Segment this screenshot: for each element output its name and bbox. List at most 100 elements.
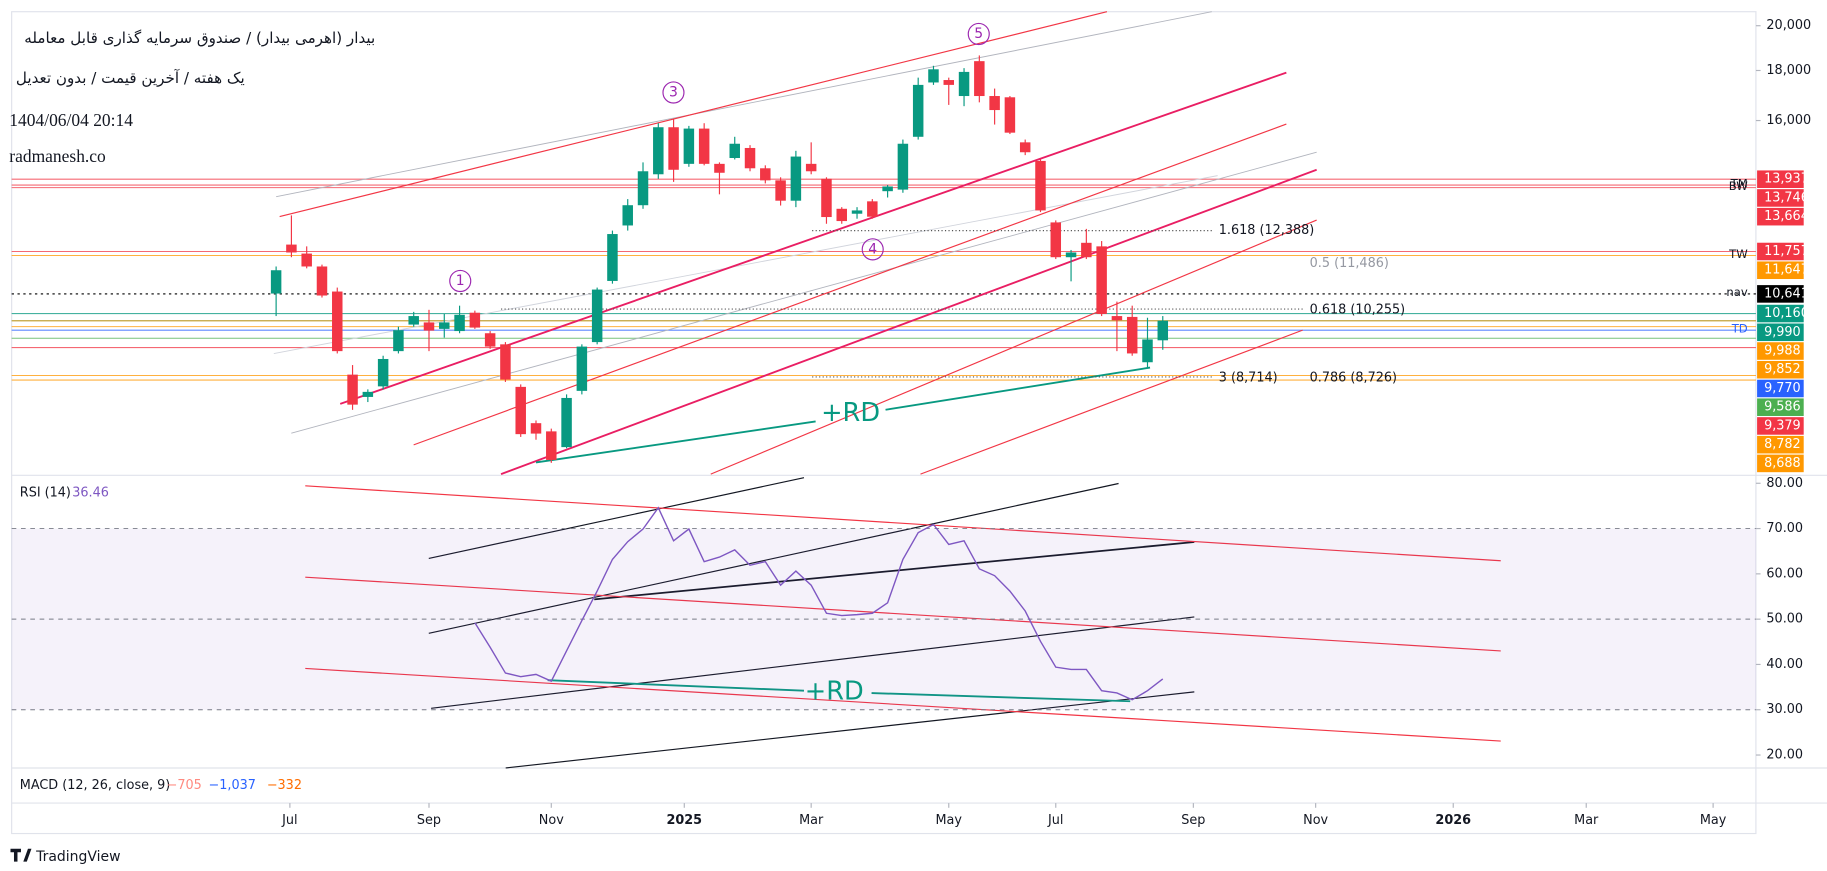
rsi-title: RSI (14) (20, 485, 71, 500)
annotation: +RD (821, 398, 880, 428)
price-label: 9,379 (1764, 418, 1801, 433)
level-name: TD (1731, 321, 1748, 335)
rsi-channel-lines (305, 477, 1501, 769)
price-label-bg (1757, 242, 1804, 261)
price-label-bg (1757, 207, 1804, 226)
rsi-panel: 20.00 30.00 40.00 50.00 60.00 70.00 80.00 +RD (11, 476, 1803, 763)
price-label: 11,757 (1764, 244, 1809, 259)
candle-body (668, 127, 679, 170)
candle-body (347, 374, 358, 405)
level-name: BW (1729, 179, 1749, 193)
candle-body (775, 180, 786, 201)
level-name: TM (1730, 176, 1748, 190)
candle-body (591, 289, 603, 343)
x-tick-label: 2025 (666, 813, 702, 828)
candle-body (484, 333, 496, 347)
candle-body (867, 201, 878, 217)
candle-body (1096, 246, 1107, 314)
x-tick-label: Mar (1574, 813, 1599, 828)
candle-body (393, 330, 404, 352)
y-tick-label: 20.00 (1766, 748, 1803, 763)
candle-body (1050, 222, 1062, 258)
levels: 13,937 13,746 TM 13,664 BW 11,757 11,647 TW 10,6… (11, 170, 1809, 473)
price-label: 13,664 (1764, 209, 1809, 224)
source: radmanesh.co (9, 146, 106, 166)
price-label-bg (1757, 398, 1804, 416)
x-tick-label: Jul (1047, 813, 1063, 828)
candle-body (836, 208, 847, 222)
panel-borders (11, 11, 1827, 835)
y-tick-label: 70.00 (1766, 521, 1803, 536)
candle-body (1111, 316, 1123, 321)
candles (270, 55, 1169, 463)
price-label-bg (1757, 261, 1804, 280)
y-tick-label: 80.00 (1766, 476, 1803, 491)
price-label: 10,641 (1764, 286, 1809, 301)
y-tick-label: 50.00 (1766, 612, 1803, 627)
annotation: 4 (868, 241, 877, 257)
rsi-line (474, 506, 1164, 701)
candle-body (653, 127, 664, 175)
candle-body (316, 266, 328, 296)
candle-body (1126, 316, 1138, 354)
price-label-bg (1757, 323, 1804, 342)
candle-body (851, 210, 863, 214)
y-tick-label: 30.00 (1766, 702, 1803, 717)
candle-body (1142, 339, 1153, 363)
annotation: 0.5 (11,486) (1310, 256, 1389, 271)
candle-body (989, 96, 1000, 111)
candle-body (270, 270, 282, 294)
candle-body (1004, 97, 1016, 133)
price-label: 9,852 (1764, 362, 1801, 377)
candle-body (454, 314, 465, 332)
candle-body (637, 171, 649, 206)
candle-body (912, 84, 924, 137)
chart-subtitle: یک هفته / آخرین قیمت / بدون تعدیل (16, 69, 245, 87)
level-name: TW (1728, 247, 1748, 261)
y-tick-label: 16,000 (1766, 113, 1811, 128)
candle-body (714, 163, 725, 173)
candle-body (469, 312, 481, 328)
wave-circle (967, 22, 990, 46)
price-label: 9,586 (1764, 400, 1801, 415)
candle-body (744, 147, 756, 169)
candle-body (821, 178, 832, 218)
x-tick-label: 2026 (1435, 813, 1471, 828)
logo: TradingView (10, 848, 121, 865)
candle-body (607, 234, 618, 281)
macd-title: MACD (12, 26, close, 9) (20, 778, 171, 793)
candle-body (362, 391, 374, 397)
timestamp: 1404/06/04 20:14 (9, 110, 133, 130)
price-label: 9,988 (1764, 343, 1801, 358)
price-label: 8,782 (1764, 437, 1801, 452)
y-tick-label: 60.00 (1766, 566, 1803, 581)
y-tick-label: 20,000 (1766, 18, 1811, 33)
candle-body (1035, 160, 1046, 211)
x-tick-label: Jul (281, 813, 297, 828)
candle-body (897, 143, 909, 190)
candle-body (698, 128, 710, 164)
price-label: 13,937 (1764, 172, 1809, 187)
candle-body (760, 168, 771, 181)
x-tick-label: May (1700, 813, 1727, 828)
candle-body (622, 205, 633, 226)
annotation: 5 (974, 26, 983, 42)
y-tick-label: 40.00 (1766, 657, 1803, 672)
x-tick-label: Mar (799, 813, 824, 828)
price-label-bg (1757, 304, 1804, 323)
candle-body (805, 163, 817, 172)
candle-body (1065, 252, 1077, 258)
candle-body (500, 344, 511, 380)
x-tick-label: Sep (417, 813, 441, 828)
wave-circle (662, 81, 685, 104)
candle-body (683, 128, 695, 164)
wave-circle (449, 269, 472, 293)
wave-circle (861, 238, 884, 261)
channel-lines (273, 11, 1317, 476)
price-label-bg (1757, 342, 1804, 360)
candle-body (530, 423, 542, 434)
chart-title: بیدار (اهرمی بیدار) / صندوق سرمایه گذاری… (24, 29, 375, 47)
